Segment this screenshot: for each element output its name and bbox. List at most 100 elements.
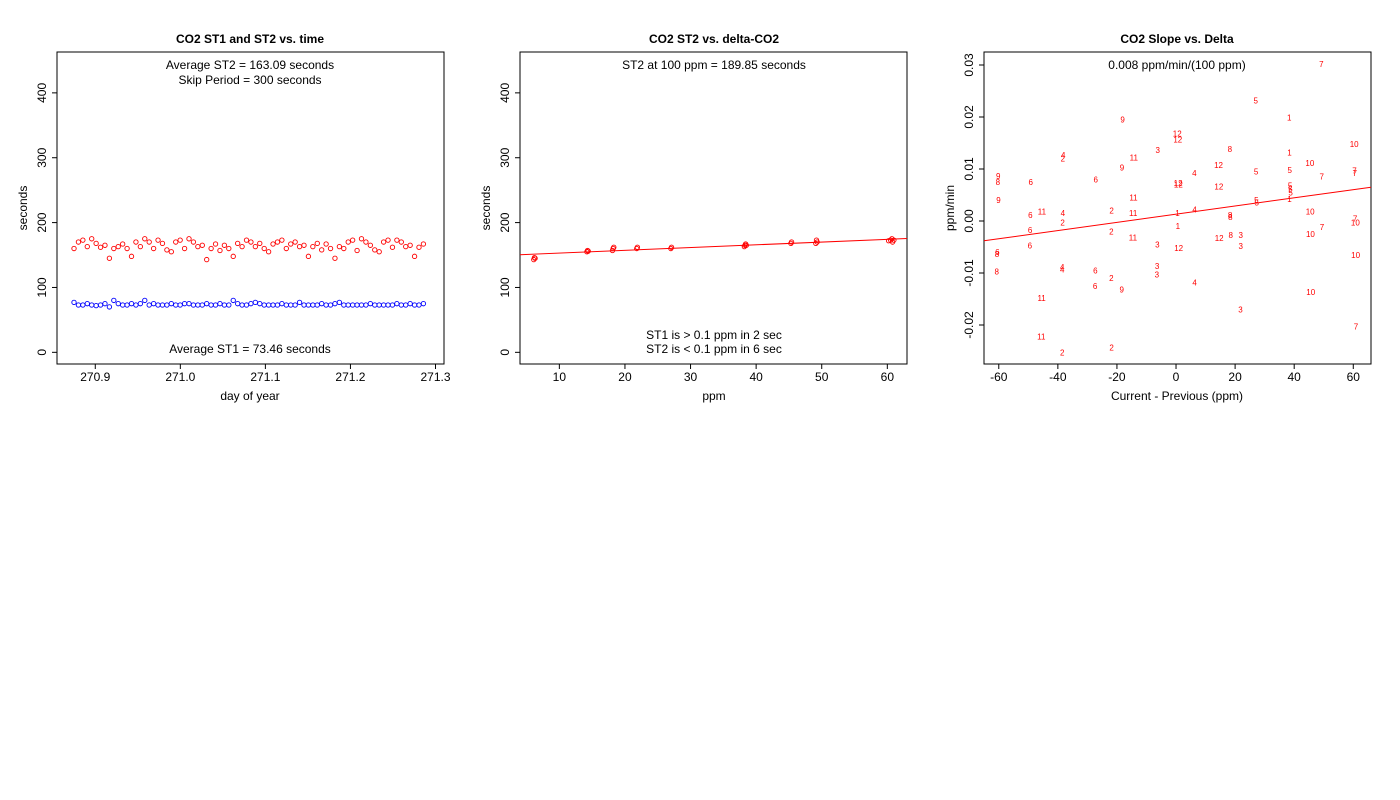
panel2-x-axis: 10 20 30 40 50 60 (553, 363, 895, 384)
p1-st2-point (159, 240, 166, 247)
p1-st2-point (89, 236, 95, 242)
panel2-st2-at-100-annotation: ST2 at 100 ppm = 189.85 seconds (622, 58, 806, 72)
p3-labeled-point: 2 (1109, 343, 1114, 352)
p3-labeled-point: 11 (1129, 234, 1138, 243)
p3-labeled-point: 2 (1109, 274, 1114, 283)
p1-st2-point (336, 243, 343, 250)
p1-st1-point (230, 297, 236, 304)
p1-st2-point (106, 255, 113, 261)
p1-x-tick-label: 270.9 (80, 370, 110, 384)
p3-labeled-point: 7 (1353, 214, 1358, 223)
panel1-x-axis: 270.9 271.0 271.1 271.2 271.3 (80, 363, 451, 384)
panel2-x-label: ppm (702, 389, 725, 403)
p3-labeled-point: 4 (1061, 209, 1066, 218)
p3-labeled-point: 10 (1306, 208, 1315, 217)
p1-st2-point (93, 240, 99, 247)
p2-st2-point (584, 247, 591, 254)
p3-labeled-point: 9 (1119, 286, 1124, 295)
p2-y-tick-label: 200 (498, 212, 512, 232)
p3-labeled-point: 2 (1060, 349, 1065, 358)
p3-labeled-point: 11 (1129, 194, 1138, 203)
p1-st2-point (332, 255, 338, 261)
p1-st2-point (248, 239, 254, 245)
p1-y-tick-label: 200 (35, 212, 49, 232)
p1-st1-point (226, 302, 232, 308)
p1-y-tick-label: 400 (35, 83, 49, 103)
panel3-y-label: ppm/min (943, 185, 957, 231)
p3-labeled-point: 9 (996, 172, 1001, 181)
p3-labeled-point: 7 (1319, 172, 1324, 181)
p3-labeled-point: 11 (1038, 208, 1047, 217)
p1-st2-point (305, 253, 312, 259)
p3-labeled-point: 3 (1238, 305, 1243, 314)
p3-labeled-point: 4 (1192, 169, 1197, 178)
p3-labeled-point: 6 (1093, 266, 1098, 275)
panel2-y-label: seconds (479, 186, 493, 231)
p1-st2-point (142, 236, 148, 242)
p2-y-tick-label: 0 (498, 349, 512, 356)
p1-st2-point (252, 243, 258, 250)
p2-st2-point (532, 255, 538, 261)
p1-st2-point (212, 241, 219, 247)
panel2-st1-note: ST1 is > 0.1 ppm in 2 sec (646, 328, 782, 342)
p3-labeled-point: 5 (1254, 168, 1259, 177)
panel3-x-axis: -60 -40 -20 0 20 40 60 (990, 363, 1360, 384)
p1-st2-point (363, 239, 369, 245)
p3-labeled-point: 11 (1129, 209, 1138, 218)
p1-st2-point (301, 242, 307, 248)
p3-labeled-point: 4 (1192, 278, 1197, 287)
p1-st2-point (155, 237, 161, 243)
p2-y-tick-label: 400 (498, 83, 512, 103)
p3-labeled-point: 9 (996, 196, 1001, 205)
p1-st2-point (350, 237, 356, 243)
p3-y-tick-label: 0.03 (962, 53, 976, 77)
panel-slope-vs-delta: CO2 Slope vs. Delta -60 -40 -20 0 20 40 60 -0.… (943, 32, 1372, 403)
p1-x-tick-label: 271.2 (335, 370, 365, 384)
panel1-x-label: day of year (220, 389, 279, 403)
p3-labeled-point: 11 (1037, 294, 1046, 303)
p3-labeled-point: 1 (1287, 114, 1292, 123)
p3-labeled-point: 12 (1215, 234, 1224, 243)
p1-st2-point (221, 242, 228, 248)
p1-st2-point (164, 247, 170, 253)
panel3-title: CO2 Slope vs. Delta (1120, 32, 1234, 46)
p1-st2-point (102, 242, 108, 248)
p1-st2-point (217, 247, 223, 254)
p1-st2-point (380, 239, 387, 245)
p3-labeled-point: 10 (1350, 140, 1359, 149)
p2-st2-point (611, 244, 617, 250)
p1-st2-point (235, 240, 241, 247)
p3-labeled-point: 5 (1288, 182, 1293, 191)
p1-st1-point (106, 304, 113, 310)
panel1-y-label: seconds (16, 186, 30, 231)
p1-st2-point (341, 245, 347, 252)
p3-labeled-point: 3 (1155, 146, 1160, 155)
p3-labeled-point: 7 (1354, 323, 1359, 332)
p1-y-tick-label: 100 (35, 277, 49, 297)
p1-st2-point (327, 245, 334, 252)
p1-st2-point (270, 241, 276, 247)
p3-labeled-point: 6 (1093, 175, 1098, 184)
p3-labeled-point: 10 (1306, 288, 1315, 297)
panel3-y-axis: -0.02 -0.01 0.00 0.01 0.02 0.03 (962, 53, 985, 339)
p3-y-tick-label: 0.01 (962, 157, 976, 181)
p1-st2-point (257, 240, 263, 247)
p3-labeled-point: 12 (1174, 179, 1183, 188)
p1-st2-point (367, 242, 373, 248)
p1-st2-point (319, 247, 325, 253)
p1-st2-point (323, 241, 329, 247)
p1-st2-point (181, 245, 188, 252)
panel2-data-points (519, 236, 908, 263)
p3-labeled-point: 10 (1306, 230, 1315, 239)
p1-st2-point (261, 245, 267, 252)
p1-st2-point (310, 243, 316, 250)
p3-labeled-point: 4 (1060, 265, 1065, 274)
p3-labeled-point: 6 (1093, 282, 1098, 291)
p3-labeled-point: 9 (1120, 116, 1125, 125)
p3-labeled-point: 10 (1351, 251, 1360, 260)
p2-st2-point (813, 240, 819, 247)
p1-y-tick-label: 0 (35, 349, 49, 356)
p2-x-tick-label: 60 (881, 370, 895, 384)
p2-st2-point (531, 254, 538, 261)
